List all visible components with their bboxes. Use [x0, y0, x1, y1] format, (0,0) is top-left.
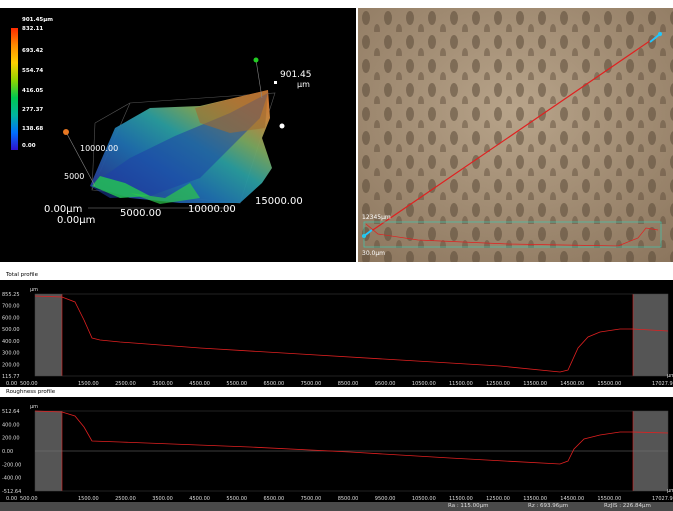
- y-tick-label: 512.64: [2, 409, 20, 415]
- status-bar: Ra : 115.00µm Rz : 693.96µm RzJIS : 226.…: [0, 502, 673, 511]
- x-unit-label: µm: [667, 373, 673, 379]
- x-tick-label: 2500.00: [115, 496, 136, 502]
- x-tick-label: 11500.00: [449, 381, 473, 387]
- x-tick-label: 3500.00: [152, 496, 173, 502]
- y-tick-label: 200.00: [2, 362, 20, 368]
- x-unit-label: µm: [667, 488, 673, 494]
- x-tick-label: 6500.00: [264, 381, 285, 387]
- x-tick-label: 3500.00: [152, 381, 173, 387]
- roughness-profile-title: Roughness profile: [0, 388, 673, 397]
- total-profile-title: Total profile: [0, 271, 673, 280]
- x-tick-label: 6500.00: [264, 496, 285, 502]
- y-tick-label: 855.25: [2, 292, 20, 298]
- x-tick-label: 11500.00: [449, 496, 473, 502]
- scale-label: 693.42: [22, 48, 44, 54]
- y-tick-label: 500.00: [2, 327, 20, 333]
- x-tick-label: 14500.00: [560, 381, 584, 387]
- y-tick-label: 0.00: [2, 449, 13, 455]
- rz-value: Rz : 693.96µm: [528, 503, 569, 509]
- z-max-label: 901.45: [280, 70, 312, 80]
- 3d-surface-view[interactable]: 901.45µm 832.11 693.42 554.74 416.05 277…: [0, 8, 356, 262]
- x-tick-label: 0.00: [6, 381, 17, 387]
- scale-label: 277.37: [22, 107, 44, 113]
- x-tick-label: 5500.00: [226, 381, 247, 387]
- y-tick-label: 400.00: [2, 339, 20, 345]
- y-tick-label: 115.77: [2, 374, 20, 380]
- z-unit-label: µm: [297, 80, 310, 89]
- y-origin-label: 0.00µm: [44, 204, 83, 215]
- x-origin-label: 0.00µm: [57, 215, 96, 226]
- y-unit-label: µm: [30, 404, 38, 410]
- plot-frame: [34, 293, 669, 377]
- marker-white[interactable]: [279, 123, 285, 129]
- scale-bar-label: 30.0µm: [362, 250, 386, 257]
- y-tick-label: 200.00: [2, 436, 20, 442]
- x-tick-label: 15500.00: [597, 496, 621, 502]
- scale-label: 138.68: [22, 126, 44, 132]
- x-axis-end-label: 17027.9: [652, 381, 673, 387]
- x-tick-label: 500.00: [20, 496, 38, 502]
- x-tick-label: 12500.00: [486, 381, 510, 387]
- y-tick-label: 700.00: [2, 304, 20, 310]
- x-axis-mid: 5000.00: [120, 208, 162, 219]
- height-colorbar: [11, 28, 18, 150]
- x-tick-label: 4500.00: [189, 381, 210, 387]
- marker-orange[interactable]: [63, 129, 69, 135]
- x-tick-label: 1500.00: [78, 381, 99, 387]
- y-axis-mid: 10000.00: [80, 144, 119, 153]
- x-axis-end-label: 17027.9: [652, 496, 673, 502]
- total-profile-plot: µm 855.25 700.00 600.00 500.00 400.00 300.00 20…: [2, 287, 673, 387]
- x-tick-label: 2500.00: [115, 381, 136, 387]
- x-tick-label: 8500.00: [338, 381, 359, 387]
- y-tick-label: 400.00: [2, 422, 20, 428]
- roughness-profile-chart[interactable]: µm 512.64 400.00 200.00 0.00 -200.00 -400.00 -5…: [0, 397, 673, 502]
- y-unit-label: µm: [30, 287, 38, 293]
- x-axis-mid2: 10000.00: [188, 204, 236, 215]
- x-tick-label: 9500.00: [375, 496, 396, 502]
- x-tick-label: 1500.00: [78, 496, 99, 502]
- scale-label: 416.05: [22, 88, 44, 94]
- masked-region-left: [35, 294, 62, 376]
- y-tick-label: -400.00: [2, 476, 21, 482]
- scale-label: 554.74: [22, 68, 44, 74]
- y-tick-label: 600.00: [2, 315, 20, 321]
- x-axis-max: 15000.00: [255, 196, 303, 207]
- roughness-profile-plot: µm 512.64 400.00 200.00 0.00 -200.00 -400.00 -5…: [2, 404, 673, 502]
- x-tick-label: 500.00: [20, 381, 38, 387]
- camera-image-view[interactable]: 12345µm 30.0µm: [358, 8, 673, 262]
- y-axis-low: 5000: [64, 172, 85, 181]
- masked-region-right: [633, 294, 668, 376]
- profile-line: [34, 410, 669, 465]
- 3d-surface: [63, 57, 285, 209]
- x-tick-label: 7500.00: [301, 496, 322, 502]
- x-tick-label: 0.00: [6, 496, 17, 502]
- y-tick-label: 300.00: [2, 351, 20, 357]
- x-tick-label: 12500.00: [486, 496, 510, 502]
- marker-green[interactable]: [253, 57, 259, 63]
- x-tick-label: 13500.00: [523, 381, 547, 387]
- x-tick-label: 10500.00: [412, 381, 436, 387]
- x-tick-label: 9500.00: [375, 381, 396, 387]
- line-start-label: 12345µm: [362, 214, 391, 221]
- x-tick-label: 13500.00: [523, 496, 547, 502]
- x-tick-label: 14500.00: [560, 496, 584, 502]
- profile-line: [34, 295, 669, 373]
- scale-label: 832.11: [22, 26, 44, 32]
- ra-value: Ra : 115.00µm: [448, 503, 489, 509]
- y-tick-label: -512.64: [2, 489, 21, 495]
- x-tick-label: 7500.00: [301, 381, 322, 387]
- x-tick-label: 10500.00: [412, 496, 436, 502]
- x-tick-label: 15500.00: [597, 381, 621, 387]
- x-tick-label: 5500.00: [226, 496, 247, 502]
- scale-label: 901.45µm: [22, 17, 54, 23]
- rzjis-value: RzJIS : 226.84µm: [604, 503, 651, 509]
- y-tick-label: -200.00: [2, 462, 21, 468]
- camera-surface: [358, 8, 673, 262]
- total-profile-chart[interactable]: µm 855.25 700.00 600.00 500.00 400.00 300.00 20…: [0, 280, 673, 387]
- scale-label: 0.00: [22, 143, 36, 149]
- x-tick-label: 4500.00: [189, 496, 210, 502]
- x-tick-label: 8500.00: [338, 496, 359, 502]
